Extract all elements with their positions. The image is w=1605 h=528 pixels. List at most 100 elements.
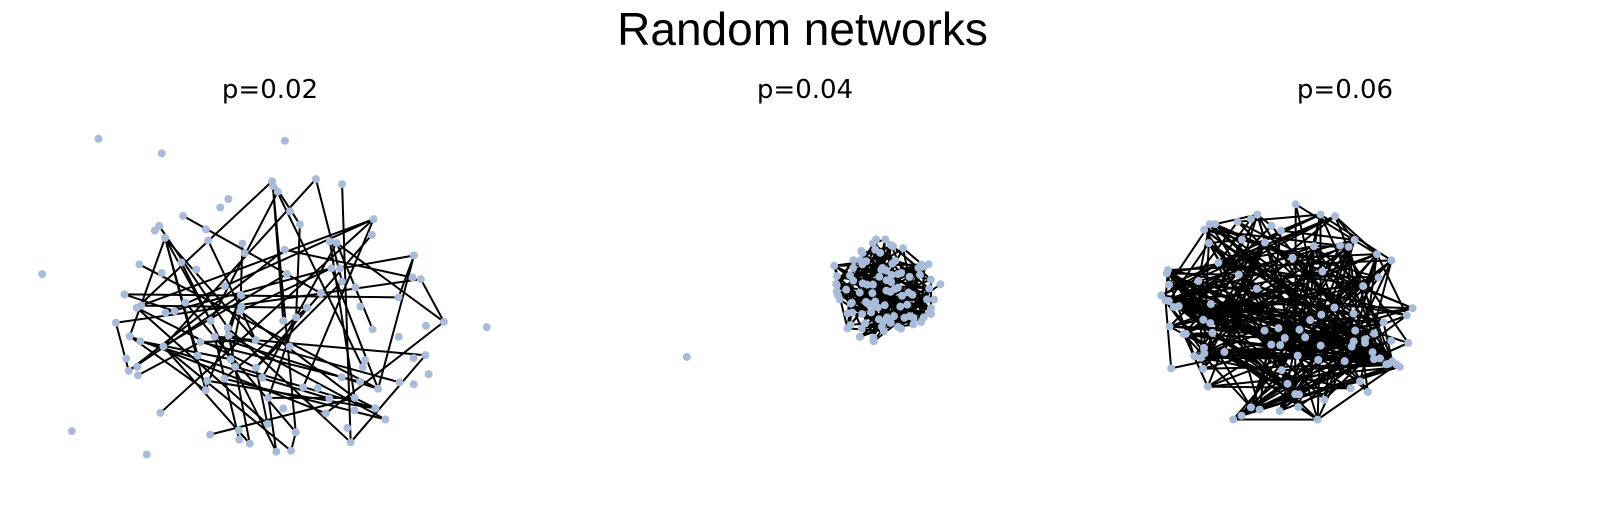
node <box>295 220 304 229</box>
node <box>291 428 300 437</box>
nodes <box>682 235 945 361</box>
edge <box>1278 327 1306 339</box>
node <box>832 279 841 288</box>
node <box>1181 329 1190 338</box>
node <box>896 302 905 311</box>
node <box>338 180 347 189</box>
node <box>394 293 403 302</box>
node <box>886 240 895 249</box>
node <box>868 280 877 289</box>
node <box>1274 324 1283 333</box>
edge <box>1339 245 1410 344</box>
node <box>870 302 879 311</box>
node <box>193 351 202 360</box>
node <box>1309 242 1318 251</box>
node <box>1194 277 1203 286</box>
node <box>1351 326 1360 335</box>
edge <box>136 180 273 309</box>
node <box>930 295 939 304</box>
node <box>192 265 201 274</box>
edge <box>1168 283 1257 290</box>
node <box>381 415 390 424</box>
node <box>1280 333 1289 342</box>
node <box>1331 212 1340 221</box>
network-panel-1: p=0.02 <box>10 75 530 515</box>
node <box>1267 221 1276 230</box>
node <box>1214 258 1223 267</box>
node <box>1196 353 1205 362</box>
edge <box>1241 358 1375 417</box>
node <box>1211 220 1220 229</box>
node <box>1316 341 1325 350</box>
edge <box>140 340 231 361</box>
node <box>924 260 933 269</box>
node <box>263 419 272 428</box>
node <box>201 386 210 395</box>
node <box>1301 333 1310 342</box>
node <box>1277 366 1286 375</box>
node <box>231 362 240 371</box>
node <box>367 230 376 239</box>
edge <box>1256 257 1294 290</box>
node <box>410 251 419 260</box>
node <box>125 332 134 341</box>
node <box>1306 316 1315 325</box>
node <box>849 264 858 273</box>
node <box>303 303 312 312</box>
edge <box>836 290 883 328</box>
edge <box>1214 223 1323 273</box>
node <box>374 384 383 393</box>
node <box>919 313 928 322</box>
edge <box>1319 214 1376 334</box>
edge <box>377 255 415 390</box>
node <box>1203 382 1212 391</box>
node <box>890 312 899 321</box>
node <box>316 289 325 298</box>
edge <box>1182 333 1252 409</box>
edge <box>164 237 257 341</box>
node <box>1288 253 1297 262</box>
edge <box>124 293 176 313</box>
node <box>311 175 320 184</box>
node <box>282 269 291 278</box>
node <box>1361 335 1370 344</box>
node <box>409 354 418 363</box>
node <box>1370 329 1379 338</box>
edge <box>330 267 380 390</box>
node <box>1387 336 1396 345</box>
edge <box>336 242 445 323</box>
edge <box>129 335 207 392</box>
edge <box>1313 245 1375 334</box>
node <box>132 303 141 312</box>
edge <box>1376 253 1408 316</box>
node <box>1164 296 1173 305</box>
edge <box>1182 333 1209 388</box>
node <box>1350 235 1359 244</box>
node <box>1165 322 1174 331</box>
node <box>1313 415 1322 424</box>
edge <box>165 218 374 314</box>
node <box>936 280 945 289</box>
node <box>1374 273 1383 282</box>
node <box>923 295 932 304</box>
node <box>358 363 367 372</box>
node <box>1237 411 1246 420</box>
node <box>1276 226 1285 235</box>
edge <box>859 321 892 338</box>
node <box>268 181 277 190</box>
node <box>439 317 448 326</box>
node <box>201 225 210 234</box>
edge <box>295 224 301 318</box>
node <box>335 264 344 273</box>
edge <box>1297 314 1408 357</box>
node <box>157 149 166 158</box>
edge <box>162 178 317 348</box>
network-graph <box>38 134 491 459</box>
node <box>1314 355 1323 364</box>
node <box>1283 379 1292 388</box>
edge <box>1334 215 1378 255</box>
edge <box>1296 246 1315 356</box>
node <box>238 239 247 248</box>
node <box>881 235 890 244</box>
node <box>408 273 417 282</box>
